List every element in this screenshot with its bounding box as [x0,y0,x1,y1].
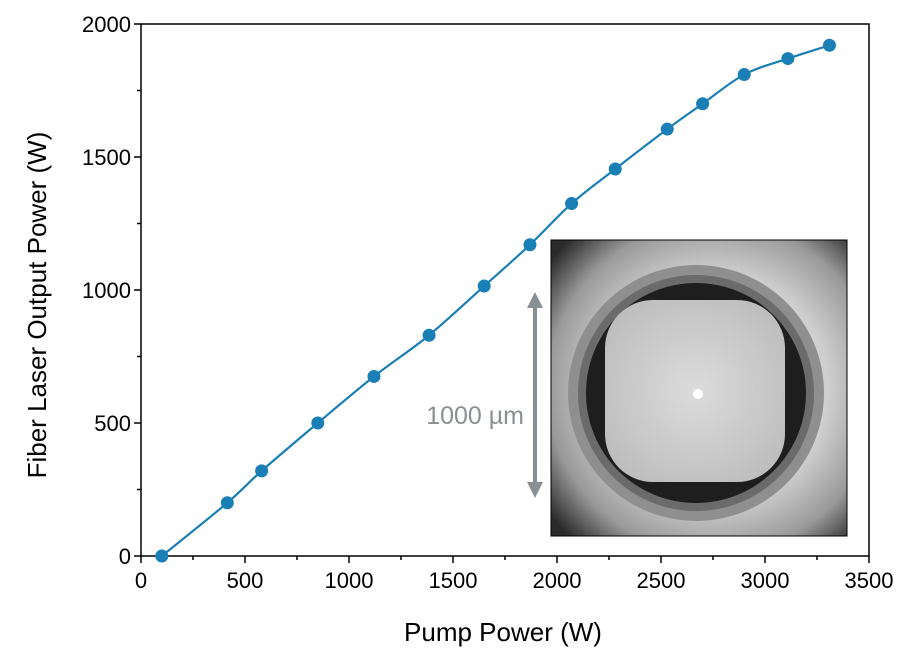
x-tick-label: 1000 [325,568,374,593]
data-point [781,52,795,66]
x-tick-label: 2000 [533,568,582,593]
data-point [255,464,269,478]
x-tick-label: 3500 [845,568,894,593]
inset-core-dot [693,389,703,399]
fiber-cross-section-inset [550,239,848,537]
y-axis-title: Fiber Laser Output Power (W) [22,132,52,479]
x-tick-label: 0 [135,568,147,593]
data-point [311,416,325,430]
data-point [155,549,169,563]
series-line [161,44,830,557]
y-tick-label: 500 [94,411,131,436]
data-point [822,38,836,52]
data-point [660,122,674,136]
x-tick-label: 3000 [741,568,790,593]
series-layer [155,38,836,563]
data-point [220,496,234,510]
data-point [477,279,491,293]
data-point [608,162,622,176]
axes: 0 500 1000 1500 2000 2500 3000 3500 0 500 1000 1500… [22,12,893,647]
scale-bar-label: 1000 µm [426,402,524,430]
scale-bar: 1000 µm [426,292,543,498]
x-tick-label: 2500 [637,568,686,593]
data-point [422,328,436,342]
data-point [696,97,710,111]
y-tick-label: 2000 [82,12,131,37]
data-point [367,369,381,383]
data-point [523,238,537,252]
y-tick-label: 1500 [82,145,131,170]
x-tick-label: 500 [227,568,264,593]
data-point [565,197,579,211]
x-axis-title: Pump Power (W) [404,617,602,647]
y-tick-label: 1000 [82,278,131,303]
x-tick-label: 1500 [429,568,478,593]
data-point [737,68,751,82]
y-tick-label: 0 [119,544,131,569]
